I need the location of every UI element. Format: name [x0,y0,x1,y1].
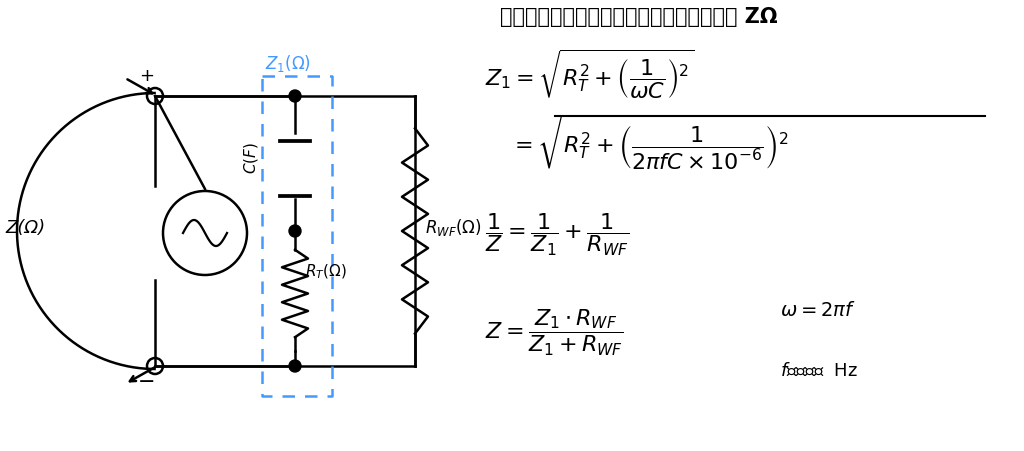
Circle shape [289,360,301,372]
Text: $f$：周波数  Hz: $f$：周波数 Hz [780,362,858,380]
Text: $Z=\dfrac{Z_1\cdot R_{WF}}{Z_1+R_{WF}}$: $Z=\dfrac{Z_1\cdot R_{WF}}{Z_1+R_{WF}}$ [485,308,624,358]
Text: 交流（信号）に対する合成インピーダンス ZΩ: 交流（信号）に対する合成インピーダンス ZΩ [500,7,777,27]
Text: $R_{WF}(\Omega)$: $R_{WF}(\Omega)$ [425,217,481,238]
Text: $Z_1(\Omega)$: $Z_1(\Omega)$ [265,53,311,74]
Text: +: + [139,67,155,85]
Text: −: − [138,372,156,392]
Text: $\omega=2\pi f$: $\omega=2\pi f$ [780,301,856,320]
Text: $C(F)$: $C(F)$ [242,142,260,174]
Text: Z(Ω): Z(Ω) [5,219,45,237]
Circle shape [150,361,160,371]
Text: $\dfrac{1}{Z}=\dfrac{1}{Z_1}+\dfrac{1}{R_{WF}}$: $\dfrac{1}{Z}=\dfrac{1}{Z_1}+\dfrac{1}{R… [485,211,629,258]
Circle shape [289,90,301,102]
Text: $Z_1=\sqrt{R_T^2+\left(\dfrac{1}{\omega C}\right)^2}$: $Z_1=\sqrt{R_T^2+\left(\dfrac{1}{\omega … [485,48,694,101]
Text: $R_T(\Omega)$: $R_T(\Omega)$ [305,262,347,281]
Circle shape [150,91,160,101]
Circle shape [289,225,301,237]
Text: $=\sqrt{R_T^2+\left(\dfrac{1}{2\pi fC\times10^{-6}}\right)^2}$: $=\sqrt{R_T^2+\left(\dfrac{1}{2\pi fC\ti… [510,113,794,172]
